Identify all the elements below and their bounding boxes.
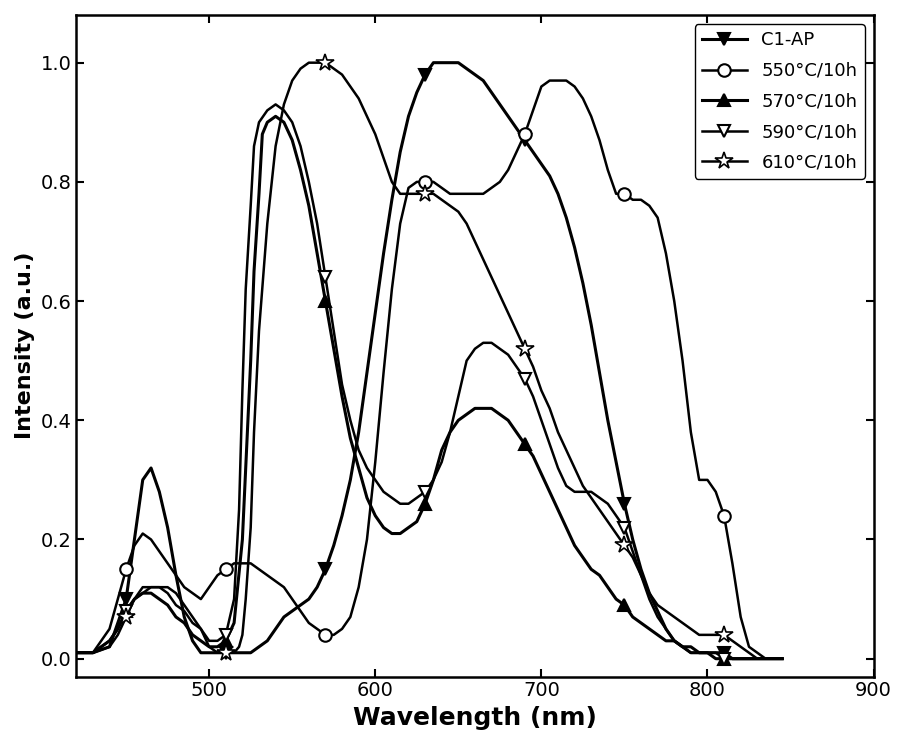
570°C/10h	[718, 654, 729, 663]
C1-AP	[619, 499, 629, 508]
Line: 590°C/10h: 590°C/10h	[120, 271, 730, 665]
590°C/10h	[619, 523, 629, 532]
570°C/10h	[420, 499, 431, 508]
Line: 550°C/10h: 550°C/10h	[120, 128, 730, 641]
610°C/10h	[220, 648, 231, 657]
550°C/10h	[320, 630, 331, 639]
610°C/10h	[718, 630, 729, 639]
C1-AP	[121, 595, 132, 603]
C1-AP	[320, 565, 331, 574]
610°C/10h	[121, 612, 132, 621]
550°C/10h	[520, 130, 531, 139]
C1-AP	[220, 648, 231, 657]
Y-axis label: Intensity (a.u.): Intensity (a.u.)	[15, 252, 35, 440]
550°C/10h	[220, 565, 231, 574]
550°C/10h	[420, 177, 431, 186]
610°C/10h	[619, 541, 629, 550]
570°C/10h	[520, 440, 531, 448]
590°C/10h	[220, 630, 231, 639]
Line: 610°C/10h: 610°C/10h	[117, 54, 733, 662]
570°C/10h	[121, 606, 132, 615]
570°C/10h	[619, 600, 629, 609]
Line: C1-AP: C1-AP	[120, 69, 730, 659]
610°C/10h	[520, 344, 531, 353]
610°C/10h	[320, 58, 331, 67]
590°C/10h	[121, 606, 132, 615]
590°C/10h	[420, 487, 431, 496]
550°C/10h	[718, 511, 729, 520]
550°C/10h	[121, 565, 132, 574]
Line: 570°C/10h: 570°C/10h	[120, 295, 730, 665]
570°C/10h	[220, 636, 231, 645]
590°C/10h	[320, 273, 331, 282]
C1-AP	[718, 648, 729, 657]
610°C/10h	[420, 189, 431, 198]
550°C/10h	[619, 189, 629, 198]
Legend: C1-AP, 550°C/10h, 570°C/10h, 590°C/10h, 610°C/10h: C1-AP, 550°C/10h, 570°C/10h, 590°C/10h, …	[695, 24, 864, 179]
C1-AP	[520, 136, 531, 145]
590°C/10h	[520, 374, 531, 383]
C1-AP	[420, 70, 431, 79]
590°C/10h	[718, 654, 729, 663]
X-axis label: Wavelength (nm): Wavelength (nm)	[353, 706, 597, 730]
570°C/10h	[320, 297, 331, 305]
